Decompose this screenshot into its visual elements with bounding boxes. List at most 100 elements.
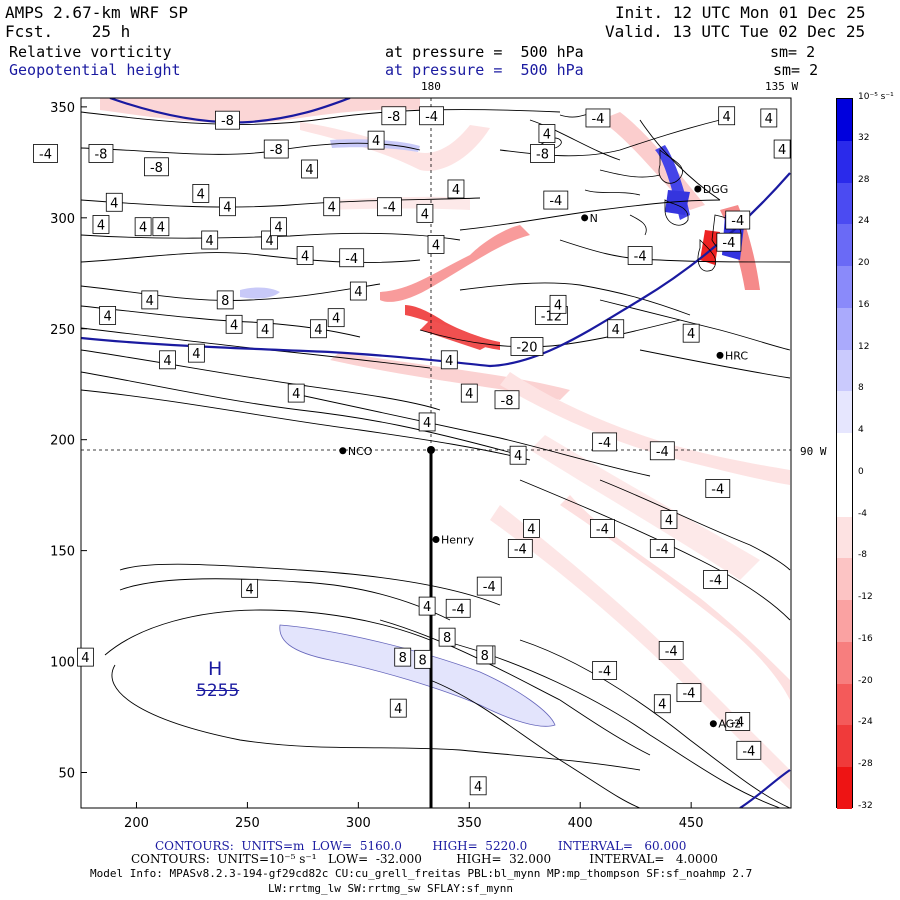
positive-vorticity-label: 8 — [476, 645, 494, 665]
vorticity-contour-label: -4 — [705, 479, 731, 498]
vorticity-band — [530, 435, 760, 580]
contour-label: 4 — [469, 776, 487, 796]
svg-text:-4: -4 — [596, 522, 609, 537]
y-tick-label: 350 — [50, 101, 75, 116]
contour-label: 4 — [270, 217, 287, 237]
contour-label: 4 — [389, 698, 407, 718]
svg-text:-4: -4 — [598, 664, 611, 679]
y-tick-label: 50 — [58, 767, 75, 782]
svg-text:4: 4 — [452, 183, 460, 198]
svg-text:-4: -4 — [656, 542, 669, 557]
svg-text:4: 4 — [245, 582, 253, 597]
contour-label: 4 — [323, 197, 341, 217]
colorbar-segment — [837, 391, 852, 434]
colorbar-label: 8 — [858, 383, 864, 394]
vorticity-contour-label: -8 — [381, 106, 407, 126]
footer-vorticity-contours: CONTOURS: UNITS=10⁻⁵ s⁻¹ LOW= -32.000 HI… — [131, 852, 718, 866]
vorticity-contour-label: -4 — [592, 432, 618, 452]
svg-text:-8: -8 — [536, 147, 549, 162]
svg-text:4: 4 — [527, 522, 535, 537]
contour-label: 4 — [349, 281, 367, 301]
station-marker: HRC — [716, 349, 748, 362]
vorticity-contour-label: -4 — [703, 570, 728, 589]
colorbar-segment — [837, 349, 852, 392]
svg-text:4: 4 — [514, 449, 522, 464]
svg-text:4: 4 — [206, 234, 214, 249]
field1-smoothing: sm= 2 — [770, 43, 816, 61]
svg-text:N: N — [590, 212, 598, 225]
colorbar-label: 24 — [858, 216, 870, 227]
svg-text:4: 4 — [354, 285, 362, 300]
x-tick-label: 450 — [679, 816, 704, 831]
vorticity-band — [500, 372, 790, 485]
contour-label: 4 — [660, 510, 678, 529]
vorticity-band — [279, 624, 556, 727]
svg-text:AG2: AG2 — [718, 718, 741, 731]
svg-text:Henry: Henry — [441, 534, 475, 547]
svg-text:4: 4 — [423, 416, 431, 431]
svg-text:4: 4 — [223, 201, 231, 216]
contour-label: 4 — [447, 179, 465, 199]
svg-text:DGG: DGG — [703, 183, 729, 196]
svg-text:8: 8 — [221, 294, 229, 309]
contour-label: 4 — [523, 519, 540, 538]
svg-text:4: 4 — [139, 221, 147, 236]
svg-text:4: 4 — [265, 234, 273, 249]
svg-text:4: 4 — [292, 387, 300, 402]
contour-label: 4 — [287, 383, 305, 403]
svg-text:NCO: NCO — [348, 445, 373, 458]
svg-text:-4: -4 — [383, 201, 396, 216]
svg-text:8: 8 — [443, 631, 451, 646]
colorbar-label: -4 — [858, 508, 867, 519]
colorbar-segment — [837, 307, 852, 351]
model-title: AMPS 2.67-km WRF SP — [5, 3, 189, 22]
contour-label: 4 — [773, 139, 791, 159]
contour-label: 4 — [219, 197, 236, 217]
valid-time: Valid. 13 UTC Tue 02 Dec 25 — [605, 22, 866, 41]
vorticity-contour-label: -8 — [88, 144, 114, 163]
svg-text:4: 4 — [305, 163, 313, 178]
contour-label: 4 — [760, 108, 778, 128]
svg-text:4: 4 — [192, 347, 200, 362]
footer-height-contours: CONTOURS: UNITS=m LOW= 5160.0 HIGH= 5220… — [155, 839, 687, 853]
svg-text:-8: -8 — [387, 110, 400, 125]
svg-text:-4: -4 — [345, 252, 358, 267]
station-marker: NCO — [339, 445, 373, 458]
svg-text:-4: -4 — [742, 744, 755, 759]
contour-label: 4 — [682, 323, 700, 343]
vorticity-contour-label: -4 — [716, 232, 742, 252]
footer-model-info: Model Info: MPASv8.2.3-194-gf29cd82c CU:… — [90, 867, 753, 880]
svg-text:-4: -4 — [598, 436, 611, 451]
contour-label: 4 — [105, 192, 123, 212]
station-marker: N — [581, 212, 598, 225]
contour-label: 4 — [653, 694, 671, 714]
contour-label: 4 — [201, 230, 219, 250]
positive-vorticity-label: 8 — [216, 290, 234, 310]
svg-text:-4: -4 — [731, 214, 744, 229]
svg-text:8: 8 — [481, 649, 489, 664]
svg-text:4: 4 — [81, 651, 89, 666]
contour-label: 4 — [241, 578, 259, 598]
svg-text:-4: -4 — [682, 687, 695, 702]
svg-text:4: 4 — [765, 112, 773, 127]
svg-text:4: 4 — [157, 221, 165, 236]
x-tick-label: 400 — [568, 816, 593, 831]
vorticity-contour-label: -4 — [507, 539, 533, 558]
colorbar-label: -32 — [858, 801, 873, 811]
meridian-label-90w: 90 W — [800, 445, 827, 458]
vorticity-contour-label: -4 — [592, 661, 618, 680]
contour-label: 4 — [718, 106, 736, 126]
svg-text:4: 4 — [423, 600, 431, 615]
svg-text:4: 4 — [445, 354, 453, 369]
vorticity-contour-label: -4 — [725, 210, 751, 230]
colorbar-segment — [837, 99, 852, 142]
field2-smoothing: sm= 2 — [773, 61, 819, 79]
svg-text:8: 8 — [399, 651, 407, 666]
field1-level: at pressure = 500 hPa — [385, 43, 584, 61]
svg-text:4: 4 — [146, 294, 154, 309]
x-tick-label: 250 — [235, 816, 260, 831]
colorbar-segment — [837, 224, 852, 267]
svg-text:-8: -8 — [150, 161, 163, 176]
positive-vorticity-label: 8 — [394, 647, 412, 667]
contour-label: 4 — [159, 350, 176, 370]
